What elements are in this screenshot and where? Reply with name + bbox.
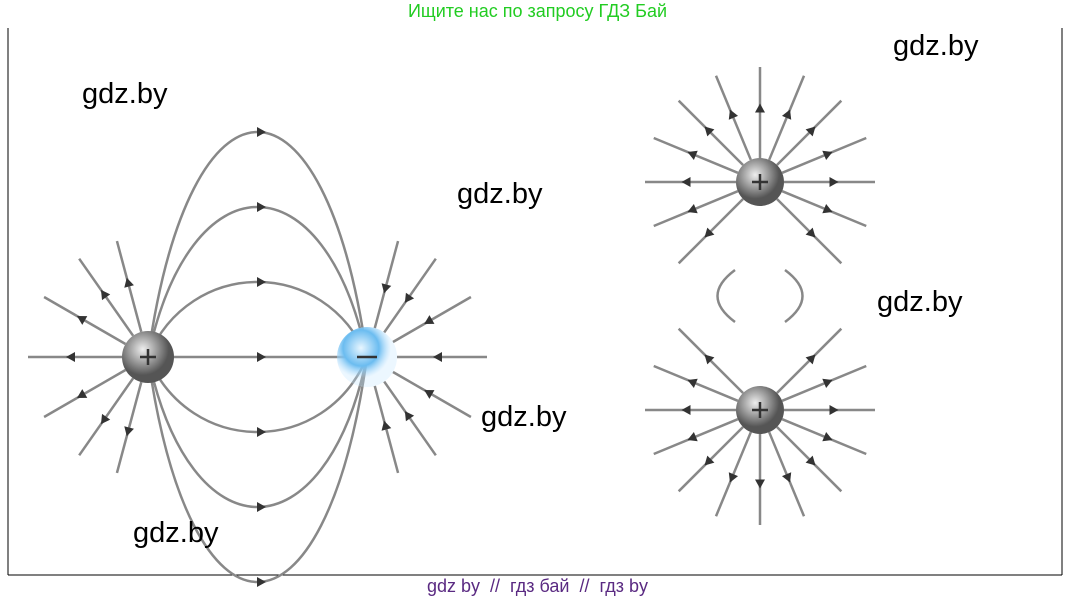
field-line — [768, 431, 806, 517]
watermark: gdz.by — [82, 78, 168, 110]
arrow — [687, 431, 698, 442]
arrow — [704, 354, 715, 365]
field-line — [781, 418, 867, 456]
arrow — [257, 352, 266, 362]
arrow — [381, 420, 392, 431]
field-line — [781, 364, 867, 402]
field-line — [653, 136, 739, 174]
arrow — [100, 289, 111, 301]
arrow — [755, 103, 765, 113]
watermark: gdz.by — [457, 178, 543, 210]
arrow — [781, 109, 792, 120]
field-line — [115, 240, 143, 333]
arrow — [681, 177, 691, 187]
arrow — [257, 277, 266, 287]
field-line — [653, 418, 739, 456]
arrow — [424, 390, 435, 399]
arrow — [404, 292, 415, 303]
field-line — [653, 190, 739, 228]
field-line — [115, 381, 143, 474]
arrow — [257, 127, 266, 137]
arrow — [755, 479, 765, 489]
arrow — [687, 150, 698, 161]
footer: gdz by // гдз бай // гдз by — [426, 576, 649, 596]
arrow — [124, 426, 134, 437]
header: Ищите нас по запросу ГДЗ Бай — [407, 1, 668, 21]
arrow — [704, 455, 715, 466]
field-line — [714, 75, 752, 161]
arrow — [687, 378, 698, 389]
arrow — [424, 315, 435, 324]
field-line — [373, 240, 400, 329]
arrow — [805, 126, 816, 137]
watermark: gdz.by — [481, 401, 567, 433]
arrow — [829, 405, 839, 415]
arrow — [66, 352, 75, 362]
arrow — [124, 277, 134, 288]
arrow — [781, 472, 792, 483]
field-line — [392, 295, 472, 344]
field-line — [78, 257, 135, 337]
watermark: gdz.by — [893, 30, 979, 62]
arrow — [100, 413, 111, 425]
arrow — [822, 203, 833, 214]
field-line — [716, 268, 804, 324]
field-line — [768, 75, 806, 161]
arrow — [257, 202, 266, 212]
arrow — [681, 405, 691, 415]
arrow — [822, 431, 833, 442]
arrow — [704, 227, 715, 238]
arrow — [257, 577, 266, 587]
arrow — [76, 389, 88, 398]
charge-signs — [140, 174, 768, 418]
arrow — [257, 427, 266, 437]
arrow — [822, 378, 833, 389]
arrow — [433, 352, 442, 362]
field-line — [653, 364, 739, 402]
field-line — [146, 280, 369, 358]
arrow — [704, 126, 715, 137]
arrow — [76, 316, 88, 325]
arrow — [381, 283, 392, 294]
arrow — [805, 354, 816, 365]
watermark: gdz.by — [877, 286, 963, 318]
field-line — [781, 136, 867, 174]
field-line — [146, 356, 369, 434]
field-line — [146, 130, 369, 358]
arrow — [257, 502, 266, 512]
field-line — [373, 385, 400, 474]
field-line — [78, 377, 135, 457]
arrow — [687, 203, 698, 214]
watermark: gdz.by — [133, 517, 219, 549]
arrow — [805, 227, 816, 238]
arrow — [728, 472, 739, 483]
field-line — [781, 190, 867, 228]
arrow — [829, 177, 839, 187]
arrow — [728, 109, 739, 120]
arrow — [404, 411, 415, 422]
arrow — [822, 150, 833, 161]
field-line — [392, 370, 472, 419]
field-line — [714, 431, 752, 517]
arrow — [805, 455, 816, 466]
